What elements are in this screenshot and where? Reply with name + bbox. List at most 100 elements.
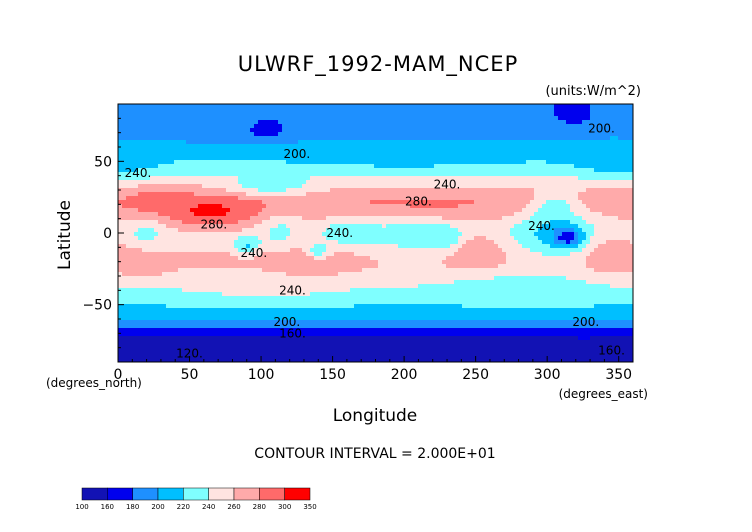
heatmap-cell xyxy=(306,236,311,241)
heatmap-cell xyxy=(158,140,163,145)
heatmap-cell xyxy=(314,260,319,265)
heatmap-cell xyxy=(270,344,275,349)
heatmap-cell xyxy=(302,240,307,245)
heatmap-cell xyxy=(198,268,203,273)
heatmap-cell xyxy=(182,276,187,281)
heatmap-cell xyxy=(146,256,151,261)
heatmap-cell xyxy=(330,212,335,217)
heatmap-cell xyxy=(174,300,179,305)
heatmap-cell xyxy=(206,196,211,201)
heatmap-cell xyxy=(378,240,383,245)
heatmap-cell xyxy=(314,176,319,181)
heatmap-cell xyxy=(210,332,215,337)
heatmap-cell xyxy=(162,156,167,161)
heatmap-cell xyxy=(194,288,199,293)
heatmap-cell xyxy=(270,176,275,181)
heatmap-cell xyxy=(334,280,339,285)
heatmap-cell xyxy=(122,152,127,157)
heatmap-cell xyxy=(402,160,407,165)
heatmap-cell xyxy=(238,104,243,109)
heatmap-cell xyxy=(122,360,127,363)
heatmap-cell xyxy=(282,104,287,109)
heatmap-cell xyxy=(366,264,371,269)
heatmap-cell xyxy=(194,332,199,337)
heatmap-cell xyxy=(154,268,159,273)
heatmap-cell xyxy=(154,276,159,281)
heatmap-cell xyxy=(166,128,171,133)
heatmap-cell xyxy=(210,276,215,281)
heatmap-cell xyxy=(150,252,155,257)
heatmap-cell xyxy=(130,208,135,213)
heatmap-cell xyxy=(414,148,419,153)
heatmap-cell xyxy=(322,164,327,169)
heatmap-cell xyxy=(266,116,271,121)
heatmap-cell xyxy=(318,212,323,217)
heatmap-cell xyxy=(170,304,175,309)
heatmap-cell xyxy=(246,192,251,197)
heatmap-cell xyxy=(346,220,351,225)
heatmap-cell xyxy=(334,276,339,281)
heatmap-cell xyxy=(262,112,267,117)
heatmap-cell xyxy=(118,232,123,237)
heatmap-cell xyxy=(138,344,143,349)
heatmap-cell xyxy=(358,228,363,233)
heatmap-cell xyxy=(278,336,283,341)
heatmap-cell xyxy=(338,148,343,153)
heatmap-cell xyxy=(262,316,267,321)
heatmap-cell xyxy=(182,128,187,133)
heatmap-cell xyxy=(394,292,399,297)
heatmap-cell xyxy=(162,196,167,201)
heatmap-cell xyxy=(382,104,387,109)
heatmap-cell xyxy=(266,140,271,145)
heatmap-cell xyxy=(122,156,127,161)
heatmap-cell xyxy=(398,112,403,117)
heatmap-cell xyxy=(142,116,147,121)
heatmap-cell xyxy=(418,220,423,225)
heatmap-cell xyxy=(126,308,131,313)
heatmap-cell xyxy=(338,300,343,305)
heatmap-cell xyxy=(138,272,143,277)
heatmap-cell xyxy=(326,340,331,345)
heatmap-cell xyxy=(330,196,335,201)
heatmap-cell xyxy=(370,160,375,165)
heatmap-cell xyxy=(162,160,167,165)
heatmap-cell xyxy=(330,192,335,197)
heatmap-cell xyxy=(418,348,423,353)
heatmap-cell xyxy=(402,140,407,145)
heatmap-cell xyxy=(262,156,267,161)
heatmap-cell xyxy=(138,152,143,157)
heatmap-cell xyxy=(158,180,163,185)
heatmap-cell xyxy=(386,344,391,349)
heatmap-cell xyxy=(398,128,403,133)
heatmap-cell xyxy=(382,256,387,261)
heatmap-cell xyxy=(246,220,251,225)
heatmap-cell xyxy=(418,332,423,337)
heatmap-cell xyxy=(386,264,391,269)
heatmap-cell xyxy=(174,336,179,341)
heatmap-cell xyxy=(386,192,391,197)
heatmap-cell xyxy=(214,168,219,173)
heatmap-cell xyxy=(262,144,267,149)
heatmap-cell xyxy=(270,204,275,209)
heatmap-cell xyxy=(322,344,327,349)
heatmap-cell xyxy=(230,356,235,361)
heatmap-cell xyxy=(418,176,423,181)
heatmap-cell xyxy=(178,312,183,317)
heatmap-cell xyxy=(118,228,123,233)
heatmap-cell xyxy=(254,284,259,289)
heatmap-cell xyxy=(242,128,247,133)
heatmap-cell xyxy=(346,232,351,237)
heatmap-cell xyxy=(170,172,175,177)
heatmap-cell xyxy=(422,288,427,293)
heatmap-cell xyxy=(346,348,351,353)
heatmap-cell xyxy=(214,272,219,277)
heatmap-cell xyxy=(358,232,363,237)
heatmap-cell xyxy=(258,168,263,173)
heatmap-cell xyxy=(190,284,195,289)
heatmap-cell xyxy=(174,160,179,165)
heatmap-cell xyxy=(210,164,215,169)
heatmap-cell xyxy=(330,252,335,257)
heatmap-cell xyxy=(178,336,183,341)
heatmap-cell xyxy=(326,140,331,145)
heatmap-cell xyxy=(182,172,187,177)
